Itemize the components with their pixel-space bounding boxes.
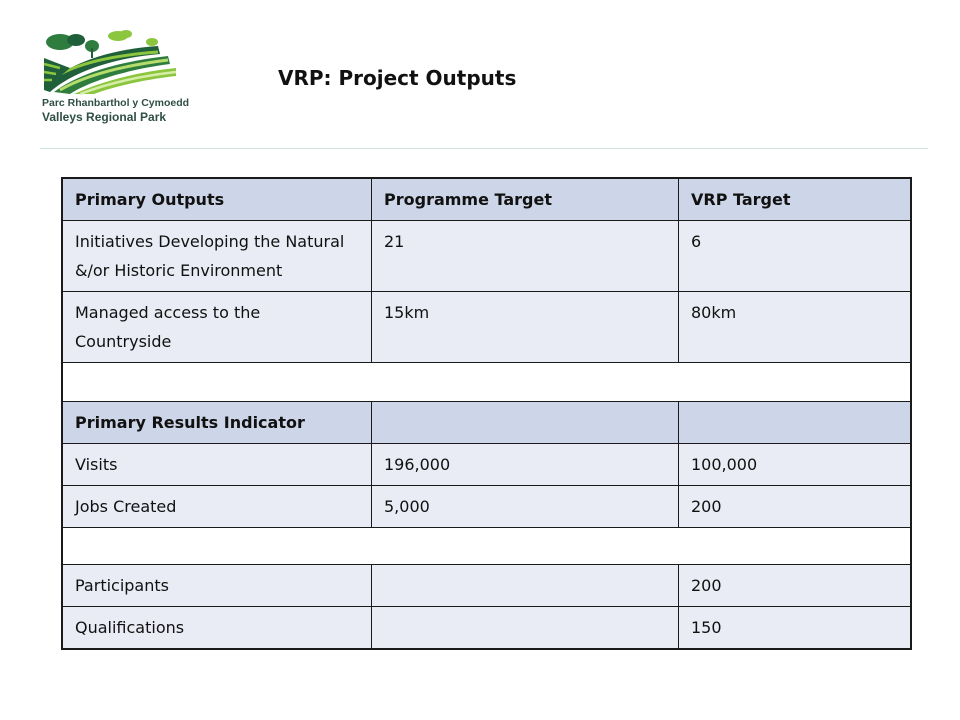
header-cell: Primary Outputs: [61, 177, 372, 221]
table-row: Managed access to the Countryside 15km 8…: [61, 291, 912, 363]
table-cell: 15km: [371, 291, 679, 363]
header-cell: [371, 401, 679, 444]
table-spacer-row: [61, 362, 912, 402]
table-cell: 100,000: [678, 443, 912, 486]
table-cell: [371, 564, 679, 607]
table-row: Visits 196,000 100,000: [61, 443, 912, 486]
table-cell: 80km: [678, 291, 912, 363]
logo-line-english: Valleys Regional Park: [42, 110, 167, 124]
table-cell: 5,000: [371, 485, 679, 528]
table-cell: Participants: [61, 564, 372, 607]
page-title: VRP: Project Outputs: [278, 66, 517, 90]
table-row: Participants 200: [61, 564, 912, 607]
table-cell: 6: [678, 220, 912, 292]
table-row: Jobs Created 5,000 200: [61, 485, 912, 528]
header-cell: Primary Results Indicator: [61, 401, 372, 444]
hills-logo-icon: [43, 30, 177, 96]
table-cell: 21: [371, 220, 679, 292]
table-cell: 150: [678, 606, 912, 650]
table-cell: Managed access to the Countryside: [61, 291, 372, 363]
header-cell: [678, 401, 912, 444]
table-cell: 200: [678, 485, 912, 528]
valleys-regional-park-logo: Parc Rhanbarthol y Cymoedd Valleys Regio…: [40, 28, 189, 124]
table-row: Qualifications 150: [61, 606, 912, 650]
project-outputs-table: Primary Outputs Programme Target VRP Tar…: [61, 177, 912, 650]
table-cell: Initiatives Developing the Natural &/or …: [61, 220, 372, 292]
table-header-row: Primary Outputs Programme Target VRP Tar…: [61, 177, 912, 221]
results-header-row: Primary Results Indicator: [61, 401, 912, 444]
header-cell: VRP Target: [678, 177, 912, 221]
table-cell: [371, 606, 679, 650]
logo-line-welsh: Parc Rhanbarthol y Cymoedd: [42, 97, 190, 109]
table-cell: 196,000: [371, 443, 679, 486]
table-spacer-row: [61, 527, 912, 565]
table-cell: Qualifications: [61, 606, 372, 650]
table-cell: 200: [678, 564, 912, 607]
header-divider: [40, 148, 928, 149]
table-cell: Visits: [61, 443, 372, 486]
table-cell: Jobs Created: [61, 485, 372, 528]
logo-text: Parc Rhanbarthol y Cymoedd Valleys Regio…: [42, 96, 192, 124]
table-row: Initiatives Developing the Natural &/or …: [61, 220, 912, 292]
spacer-cell: [61, 362, 912, 402]
spacer-cell: [61, 527, 912, 565]
header-cell: Programme Target: [371, 177, 679, 221]
